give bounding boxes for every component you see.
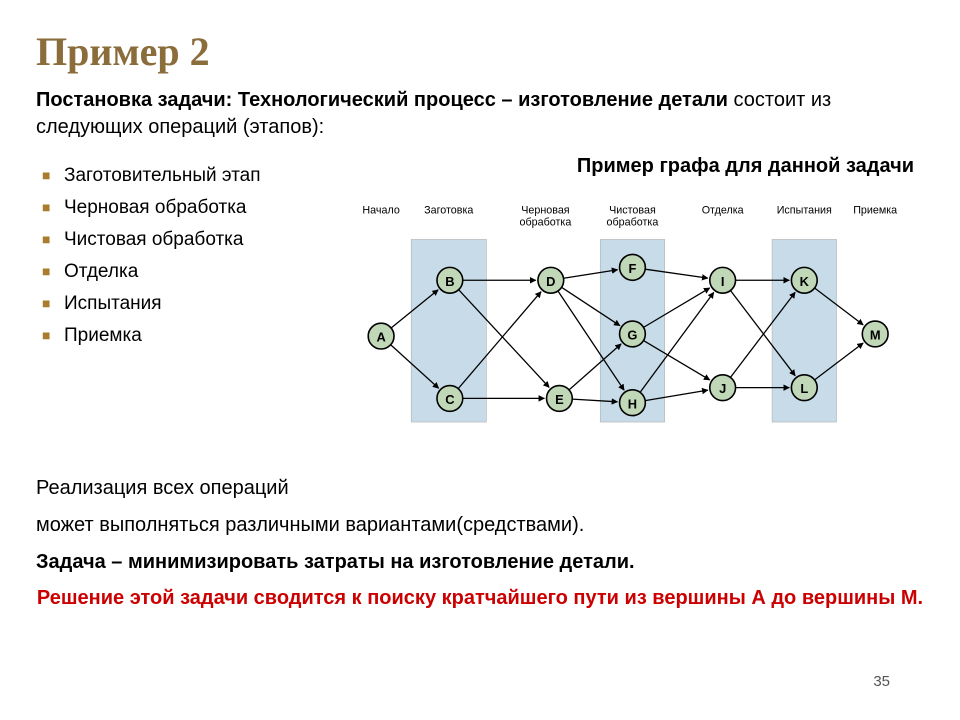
stage-label: Чистовая <box>609 205 656 217</box>
stage-label: Испытания <box>777 205 832 217</box>
bullet-item: Чистовая обработка <box>42 229 316 251</box>
page-number: 35 <box>873 673 890 690</box>
graph-title: Пример графа для данной задачи <box>336 155 924 178</box>
stage-label: обработка <box>520 216 572 228</box>
bullet-item: Заготовительный этап <box>42 165 316 187</box>
graph-node-label: K <box>800 274 810 289</box>
process-graph: НачалоЗаготовкаЧерноваяобработкаЧистовая… <box>336 190 916 450</box>
stage-label: обработка <box>607 216 659 228</box>
graph-node-label: C <box>445 392 454 407</box>
intro-text: Постановка задачи: Технологический проце… <box>36 87 924 141</box>
content-row: Заготовительный этапЧерновая обработкаЧи… <box>36 151 924 455</box>
bullet-item: Отделка <box>42 261 316 283</box>
graph-node-label: F <box>629 261 637 276</box>
stage-label: Заготовка <box>424 205 473 217</box>
bottom-task: Задача – минимизировать затраты на изгот… <box>36 547 924 578</box>
bullet-item: Приемка <box>42 325 316 347</box>
graph-node-label: L <box>800 381 808 396</box>
bullet-list: Заготовительный этап Черновая обработка Чи… <box>36 155 316 357</box>
graph-node-label: A <box>376 330 385 345</box>
graph-node-label: I <box>721 274 725 289</box>
graph-node-label: H <box>628 396 637 411</box>
stage-label: Черновая <box>521 205 570 217</box>
graph-node-label: M <box>870 328 881 343</box>
graph-area: Пример графа для данной задачи Начало Заг… <box>336 155 924 455</box>
bottom-line-1: Реализация всех операций <box>36 473 924 504</box>
intro-bold: Постановка задачи: Технологический проце… <box>36 89 728 111</box>
graph-node-label: D <box>546 274 555 289</box>
stage-label: Приемка <box>853 205 897 217</box>
bottom-red: Решение этой задачи сводится к поиску кр… <box>36 584 924 612</box>
bullet-item: Черновая обработка <box>42 197 316 219</box>
slide-title: Пример 2 <box>36 28 924 75</box>
bottom-text: Реализация всех операций может выполнять… <box>36 473 924 612</box>
bullet-item: Испытания <box>42 293 316 315</box>
graph-node-label: J <box>719 381 726 396</box>
stage-label: Начало <box>362 205 399 217</box>
stage-label: Отделка <box>702 205 744 217</box>
bottom-line-2: может выполняться различными вариантами(… <box>36 510 924 541</box>
graph-node-label: G <box>627 328 637 343</box>
graph-node-label: B <box>445 274 454 289</box>
graph-node-label: E <box>555 392 564 407</box>
